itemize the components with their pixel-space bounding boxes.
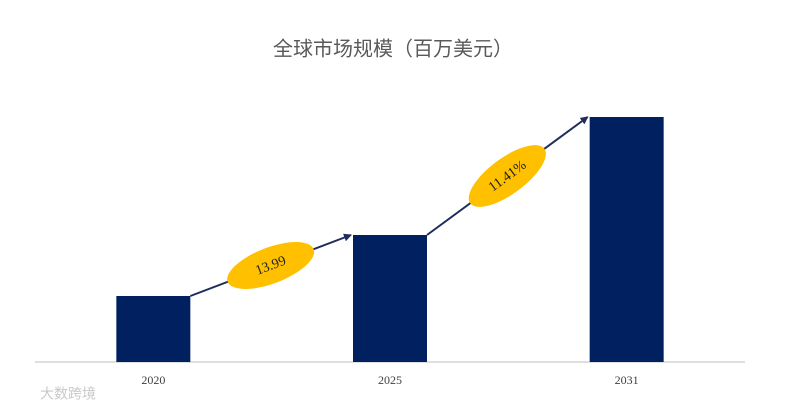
x-tick-label: 2031: [615, 373, 639, 387]
growth-label: 13.99: [227, 242, 315, 289]
x-tick-label: 2020: [141, 373, 165, 387]
chart-title: 全球市场规模（百万美元）: [273, 37, 513, 60]
x-tick-label: 2025: [378, 373, 402, 387]
bar: [589, 117, 664, 362]
bar: [116, 296, 191, 362]
growth-label: 11.41%: [468, 145, 546, 207]
bar: [353, 235, 427, 362]
label-ellipse: [227, 242, 315, 289]
label-ellipse: [468, 145, 546, 207]
watermark: 大数跨境: [40, 386, 96, 402]
